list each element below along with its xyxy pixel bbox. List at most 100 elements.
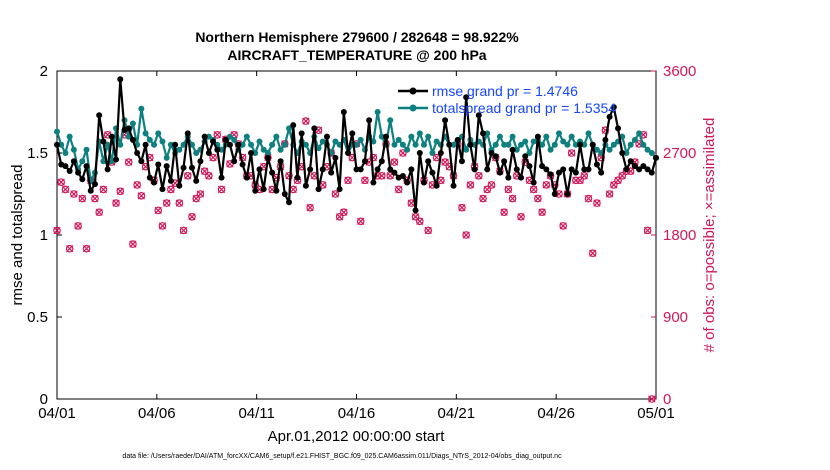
rmse-point <box>328 169 335 176</box>
rmse-point <box>243 174 250 181</box>
rmse-point <box>399 172 406 179</box>
totalspread-point <box>180 141 187 148</box>
rmse-point <box>450 182 457 189</box>
obs-point <box>61 185 70 194</box>
obs-possible-marker <box>162 199 171 207</box>
obs-assimilated-marker <box>437 176 445 184</box>
obs-assimilated-marker <box>580 172 588 180</box>
obs-point <box>91 194 99 203</box>
rmse-point <box>543 166 550 173</box>
totalspread-point <box>505 141 512 148</box>
obs-point <box>504 185 513 194</box>
obs-possible-marker <box>344 176 352 185</box>
rmse-point <box>391 169 398 176</box>
obs-possible-marker <box>458 203 466 212</box>
obs-assimilated-marker <box>475 172 483 180</box>
rmse-point <box>623 166 630 173</box>
rmse-point <box>79 176 86 183</box>
obs-possible-marker <box>588 249 597 258</box>
obs-assimilated-marker <box>112 199 120 207</box>
rmse-point <box>129 136 136 143</box>
rmse-point <box>281 191 288 197</box>
obs-point <box>306 203 314 212</box>
obs-point <box>479 194 487 203</box>
obs-point <box>361 176 369 185</box>
totalspread-point <box>58 141 65 148</box>
rmse-point <box>231 158 238 165</box>
obs-assimilated-marker <box>530 185 538 194</box>
rmse-point <box>484 166 491 173</box>
obs-point <box>188 212 196 221</box>
rmse-point <box>374 166 381 173</box>
totalspread-point <box>129 120 136 127</box>
right-y-tick-label: 1800 <box>663 227 696 244</box>
rmse-point <box>404 179 411 186</box>
rmse-point <box>383 133 390 140</box>
totalspread-point <box>378 133 385 140</box>
obs-possible-marker <box>78 194 87 203</box>
rmse-point <box>66 168 73 175</box>
obs-possible-marker <box>82 244 91 253</box>
rmse-point <box>70 158 77 165</box>
right-y-tick-label: 2700 <box>663 145 696 162</box>
obs-possible-marker <box>487 181 496 189</box>
obs-point <box>475 171 483 180</box>
rmse-point <box>387 166 394 173</box>
rmse-point <box>551 191 558 197</box>
totalspread-point <box>610 141 617 148</box>
rmse-point <box>54 141 60 148</box>
totalspread-point <box>100 158 107 165</box>
totalspread-point <box>539 141 546 148</box>
rmse-point <box>319 166 326 173</box>
rmse-point <box>602 136 609 143</box>
rmse-point <box>534 133 541 140</box>
rmse-point <box>96 112 103 119</box>
obs-assimilated-marker <box>103 131 112 139</box>
obs-point <box>584 194 593 203</box>
rmse-point <box>446 141 453 148</box>
obs-point <box>432 153 441 162</box>
rmse-point <box>214 146 221 153</box>
rmse-point <box>290 122 297 129</box>
totalspread-point <box>387 117 394 124</box>
obs-assimilated-marker <box>589 249 597 257</box>
totalspread-point <box>117 141 124 148</box>
obs-point <box>53 226 61 235</box>
obs-point <box>605 190 614 198</box>
rmse-point <box>581 166 588 173</box>
obs-point <box>378 171 386 180</box>
rmse-point <box>311 125 318 132</box>
obs-possible-marker <box>534 194 542 203</box>
obs-assimilated-marker <box>171 179 179 187</box>
obs-assimilated-marker <box>82 245 91 253</box>
left-y-axis-label: rmse and totalspread <box>9 165 26 306</box>
rmse-point <box>104 166 111 173</box>
obs-assimilated-marker <box>78 194 86 203</box>
totalspread-point <box>239 141 246 148</box>
obs-point <box>567 149 576 157</box>
obs-point <box>588 249 597 258</box>
rmse-point <box>340 109 347 115</box>
rmse-point <box>564 191 571 197</box>
totalspread-point <box>62 150 69 156</box>
obs-assimilated-marker <box>331 190 340 198</box>
obs-possible-marker <box>188 212 196 221</box>
obs-point <box>158 222 167 230</box>
totalspread-point <box>429 150 436 156</box>
totalspread-point <box>395 136 402 143</box>
x-axis: 04/01 04/06 04/11 04/16 04/21 04/26 05/01 <box>38 71 675 422</box>
rmse-point <box>201 133 208 140</box>
obs-possible-marker <box>91 194 99 203</box>
totalspread-point <box>151 141 158 148</box>
totalspread-point <box>555 130 562 137</box>
obs-possible-marker <box>137 192 146 200</box>
obs-assimilated-marker <box>201 167 209 175</box>
totalspread-point <box>260 146 267 153</box>
totalspread-point <box>104 141 111 148</box>
obs-possible-marker <box>369 153 378 162</box>
totalspread-point <box>593 146 600 153</box>
rmse-point <box>323 133 330 140</box>
obs-point <box>209 153 217 162</box>
totalspread-point <box>648 150 655 156</box>
x-tick-label: 04/11 <box>238 405 274 422</box>
